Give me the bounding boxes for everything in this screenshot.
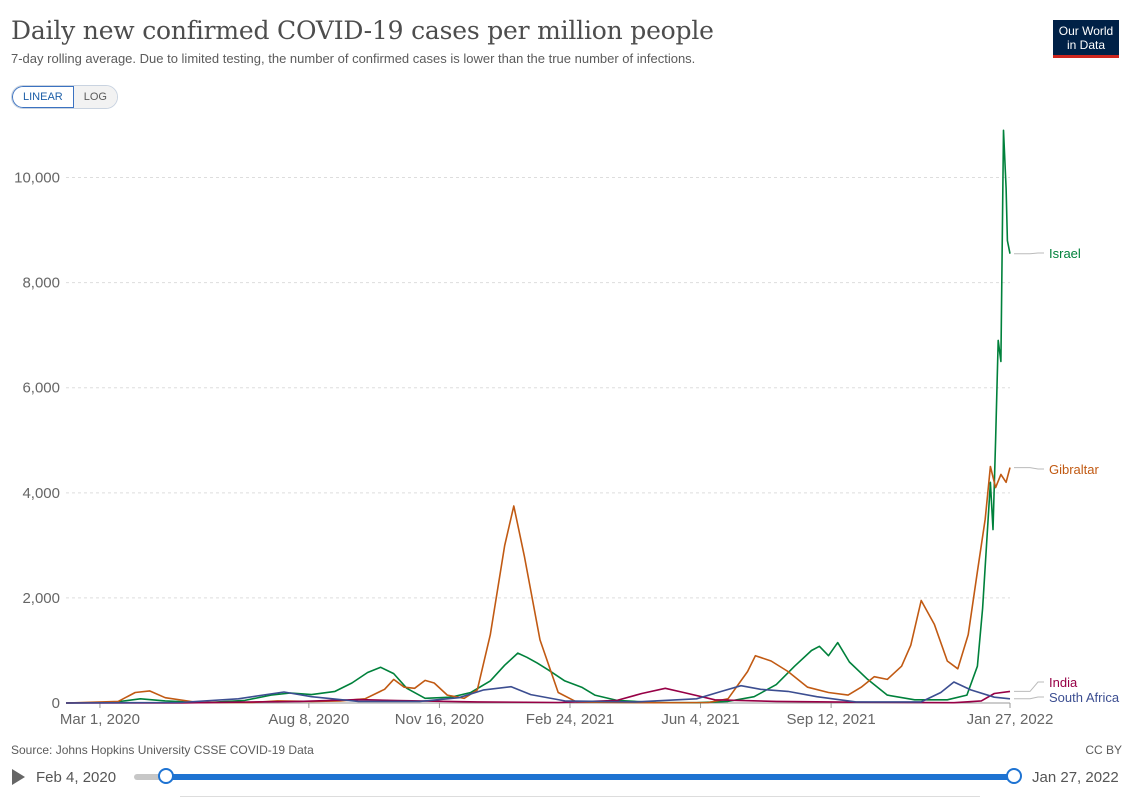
series-label-connector: [1014, 681, 1044, 692]
series-label-south-africa: South Africa: [1049, 690, 1120, 705]
timeline-start-handle[interactable]: [158, 768, 174, 784]
timeline-end-handle[interactable]: [1006, 768, 1022, 784]
logo-line-2: in Data: [1066, 38, 1106, 52]
scale-toggle: LINEAR LOG: [11, 85, 118, 109]
series-label-gibraltar: Gibraltar: [1049, 462, 1100, 477]
series-label-connector: [1014, 696, 1044, 700]
linear-scale-button[interactable]: LINEAR: [12, 86, 74, 108]
series-label-india: India: [1049, 675, 1078, 690]
x-tick-label: Jan 27, 2022: [967, 711, 1054, 728]
timeline-track[interactable]: [134, 774, 166, 780]
logo-line-1: Our World: [1058, 24, 1114, 38]
timeline-axis: [180, 796, 980, 801]
series-line-south-africa: [65, 681, 1011, 704]
chart-subtitle: 7-day rolling average. Due to limited te…: [11, 51, 696, 66]
line-chart: 0 2,000 4,000 6,000 8,000 10,000 Mar 1, 2020 Au…: [14, 129, 1120, 728]
x-tick-label: Sep 12, 2021: [786, 711, 875, 728]
series-line-gibraltar: [65, 465, 1011, 704]
x-tick-label: Feb 24, 2021: [526, 711, 614, 728]
series-label-connector: [1014, 467, 1044, 470]
x-tick-label: Mar 1, 2020: [60, 711, 140, 728]
x-tick-label: Nov 16, 2020: [395, 711, 484, 728]
y-tick-label: 10,000: [14, 170, 60, 187]
y-tick-label: 2,000: [22, 590, 60, 607]
series-line-israel: [65, 129, 1011, 704]
timeline-start-label: Feb 4, 2020: [36, 769, 117, 786]
source-note: Source: Johns Hopkins University CSSE CO…: [11, 743, 314, 757]
x-tick-label: Jun 4, 2021: [661, 711, 739, 728]
timeline-slider: Feb 4, 2020 Jan 27, 2022: [0, 760, 1136, 800]
log-scale-button[interactable]: LOG: [73, 86, 117, 108]
y-tick-label: 4,000: [22, 485, 60, 502]
y-tick-label: 0: [52, 695, 60, 712]
license-link[interactable]: CC BY: [1085, 743, 1122, 757]
x-tick-label: Aug 8, 2020: [268, 711, 349, 728]
series-label-connector: [1014, 252, 1044, 255]
play-icon[interactable]: [12, 769, 25, 785]
y-tick-label: 8,000: [22, 275, 60, 292]
timeline-selected-range[interactable]: [166, 774, 1014, 780]
series-label-israel: Israel: [1049, 246, 1081, 261]
y-tick-label: 6,000: [22, 380, 60, 397]
timeline-end-label: Jan 27, 2022: [1032, 769, 1119, 786]
owid-logo[interactable]: Our World in Data: [1053, 20, 1119, 58]
chart-title: Daily new confirmed COVID-19 cases per m…: [11, 16, 714, 45]
